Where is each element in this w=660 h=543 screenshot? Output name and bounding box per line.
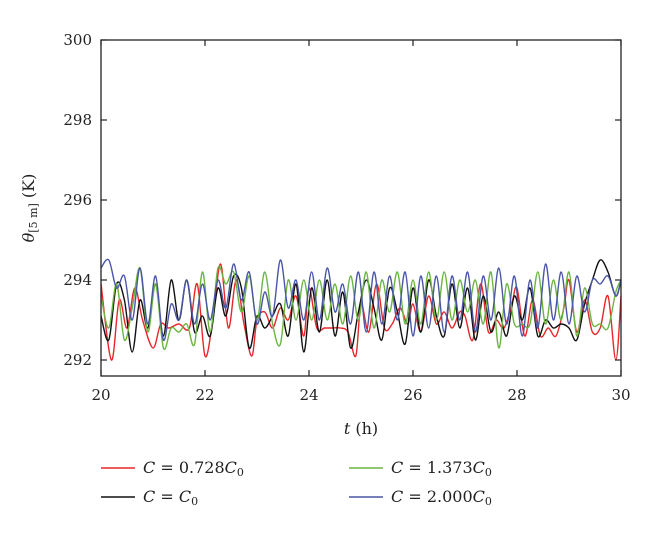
y-tick-label: 298	[63, 111, 92, 129]
plot-frame	[100, 39, 622, 377]
legend-item: C = 1.373C0	[349, 458, 492, 479]
y-tick-label: 294	[63, 271, 92, 289]
x-tick-label: 20	[91, 386, 110, 404]
series-line-4	[100, 258, 622, 341]
legend-item: C = 2.000C0	[349, 487, 492, 508]
legend: C = 0.728C0 C = 1.373C0 C = C0 C = 2.000C0	[101, 458, 492, 508]
legend-label: C = C0	[143, 487, 198, 508]
legend-label: C = 2.000C0	[391, 487, 492, 508]
x-tick-label: 30	[611, 386, 630, 404]
legend-label: C = 1.373C0	[391, 458, 492, 479]
legend-item: C = C0	[101, 487, 198, 508]
axis-ticks: 20 22 24 26 28 30 292 294 296 298 300	[63, 31, 630, 404]
x-axis-label: t (h)	[344, 419, 378, 438]
x-tick-label: 22	[195, 386, 214, 404]
x-tick-label: 28	[507, 386, 526, 404]
legend-label: C = 0.728C0	[143, 458, 244, 479]
y-tick-label: 292	[63, 351, 92, 369]
y-axis-label: θ[5 m] (K)	[19, 174, 40, 243]
x-tick-label: 24	[299, 386, 318, 404]
series-layer	[100, 258, 622, 361]
series-line-1	[100, 263, 622, 361]
legend-item: C = 0.728C0	[101, 458, 244, 479]
series-line-3	[100, 265, 622, 351]
x-tick-label: 26	[403, 386, 422, 404]
y-tick-label: 300	[63, 31, 92, 49]
y-tick-label: 296	[63, 191, 92, 209]
